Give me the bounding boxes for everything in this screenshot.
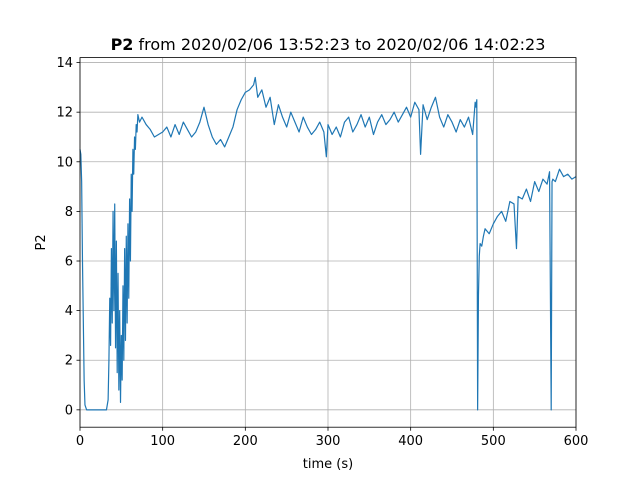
- y-axis-label: P2: [34, 234, 49, 250]
- x-tick-label: 600: [564, 434, 589, 449]
- y-axis: 0 2 4 6 8 10 12 14: [56, 56, 80, 418]
- x-tick-label: 300: [316, 434, 341, 449]
- grid: [79, 57, 577, 428]
- y-tick-label: 6: [65, 255, 73, 270]
- y-tick-label: 10: [56, 155, 73, 170]
- y-tick-label: 0: [65, 403, 73, 418]
- chart-title: P2 from 2020/02/06 13:52:23 to 2020/02/0…: [111, 35, 546, 54]
- x-tick-label: 400: [398, 434, 423, 449]
- chart-title-bold: P2: [111, 35, 134, 54]
- y-tick-label: 2: [65, 354, 73, 369]
- series-group: [79, 76, 577, 411]
- x-axis-label: time (s): [303, 457, 353, 472]
- x-tick-label: 500: [481, 434, 506, 449]
- y-tick-label: 14: [56, 56, 73, 71]
- x-tick-label: 200: [233, 434, 258, 449]
- x-tick-label: 0: [76, 434, 84, 449]
- chart-title-rest: from 2020/02/06 13:52:23 to 2020/02/06 1…: [133, 35, 545, 54]
- series-line: [79, 76, 577, 411]
- x-tick-label: 100: [150, 434, 175, 449]
- x-axis: 0 100 200 300 400 500 600: [76, 427, 589, 449]
- y-tick-label: 4: [65, 304, 73, 319]
- y-tick-label: 8: [65, 205, 73, 220]
- y-tick-label: 12: [56, 106, 73, 121]
